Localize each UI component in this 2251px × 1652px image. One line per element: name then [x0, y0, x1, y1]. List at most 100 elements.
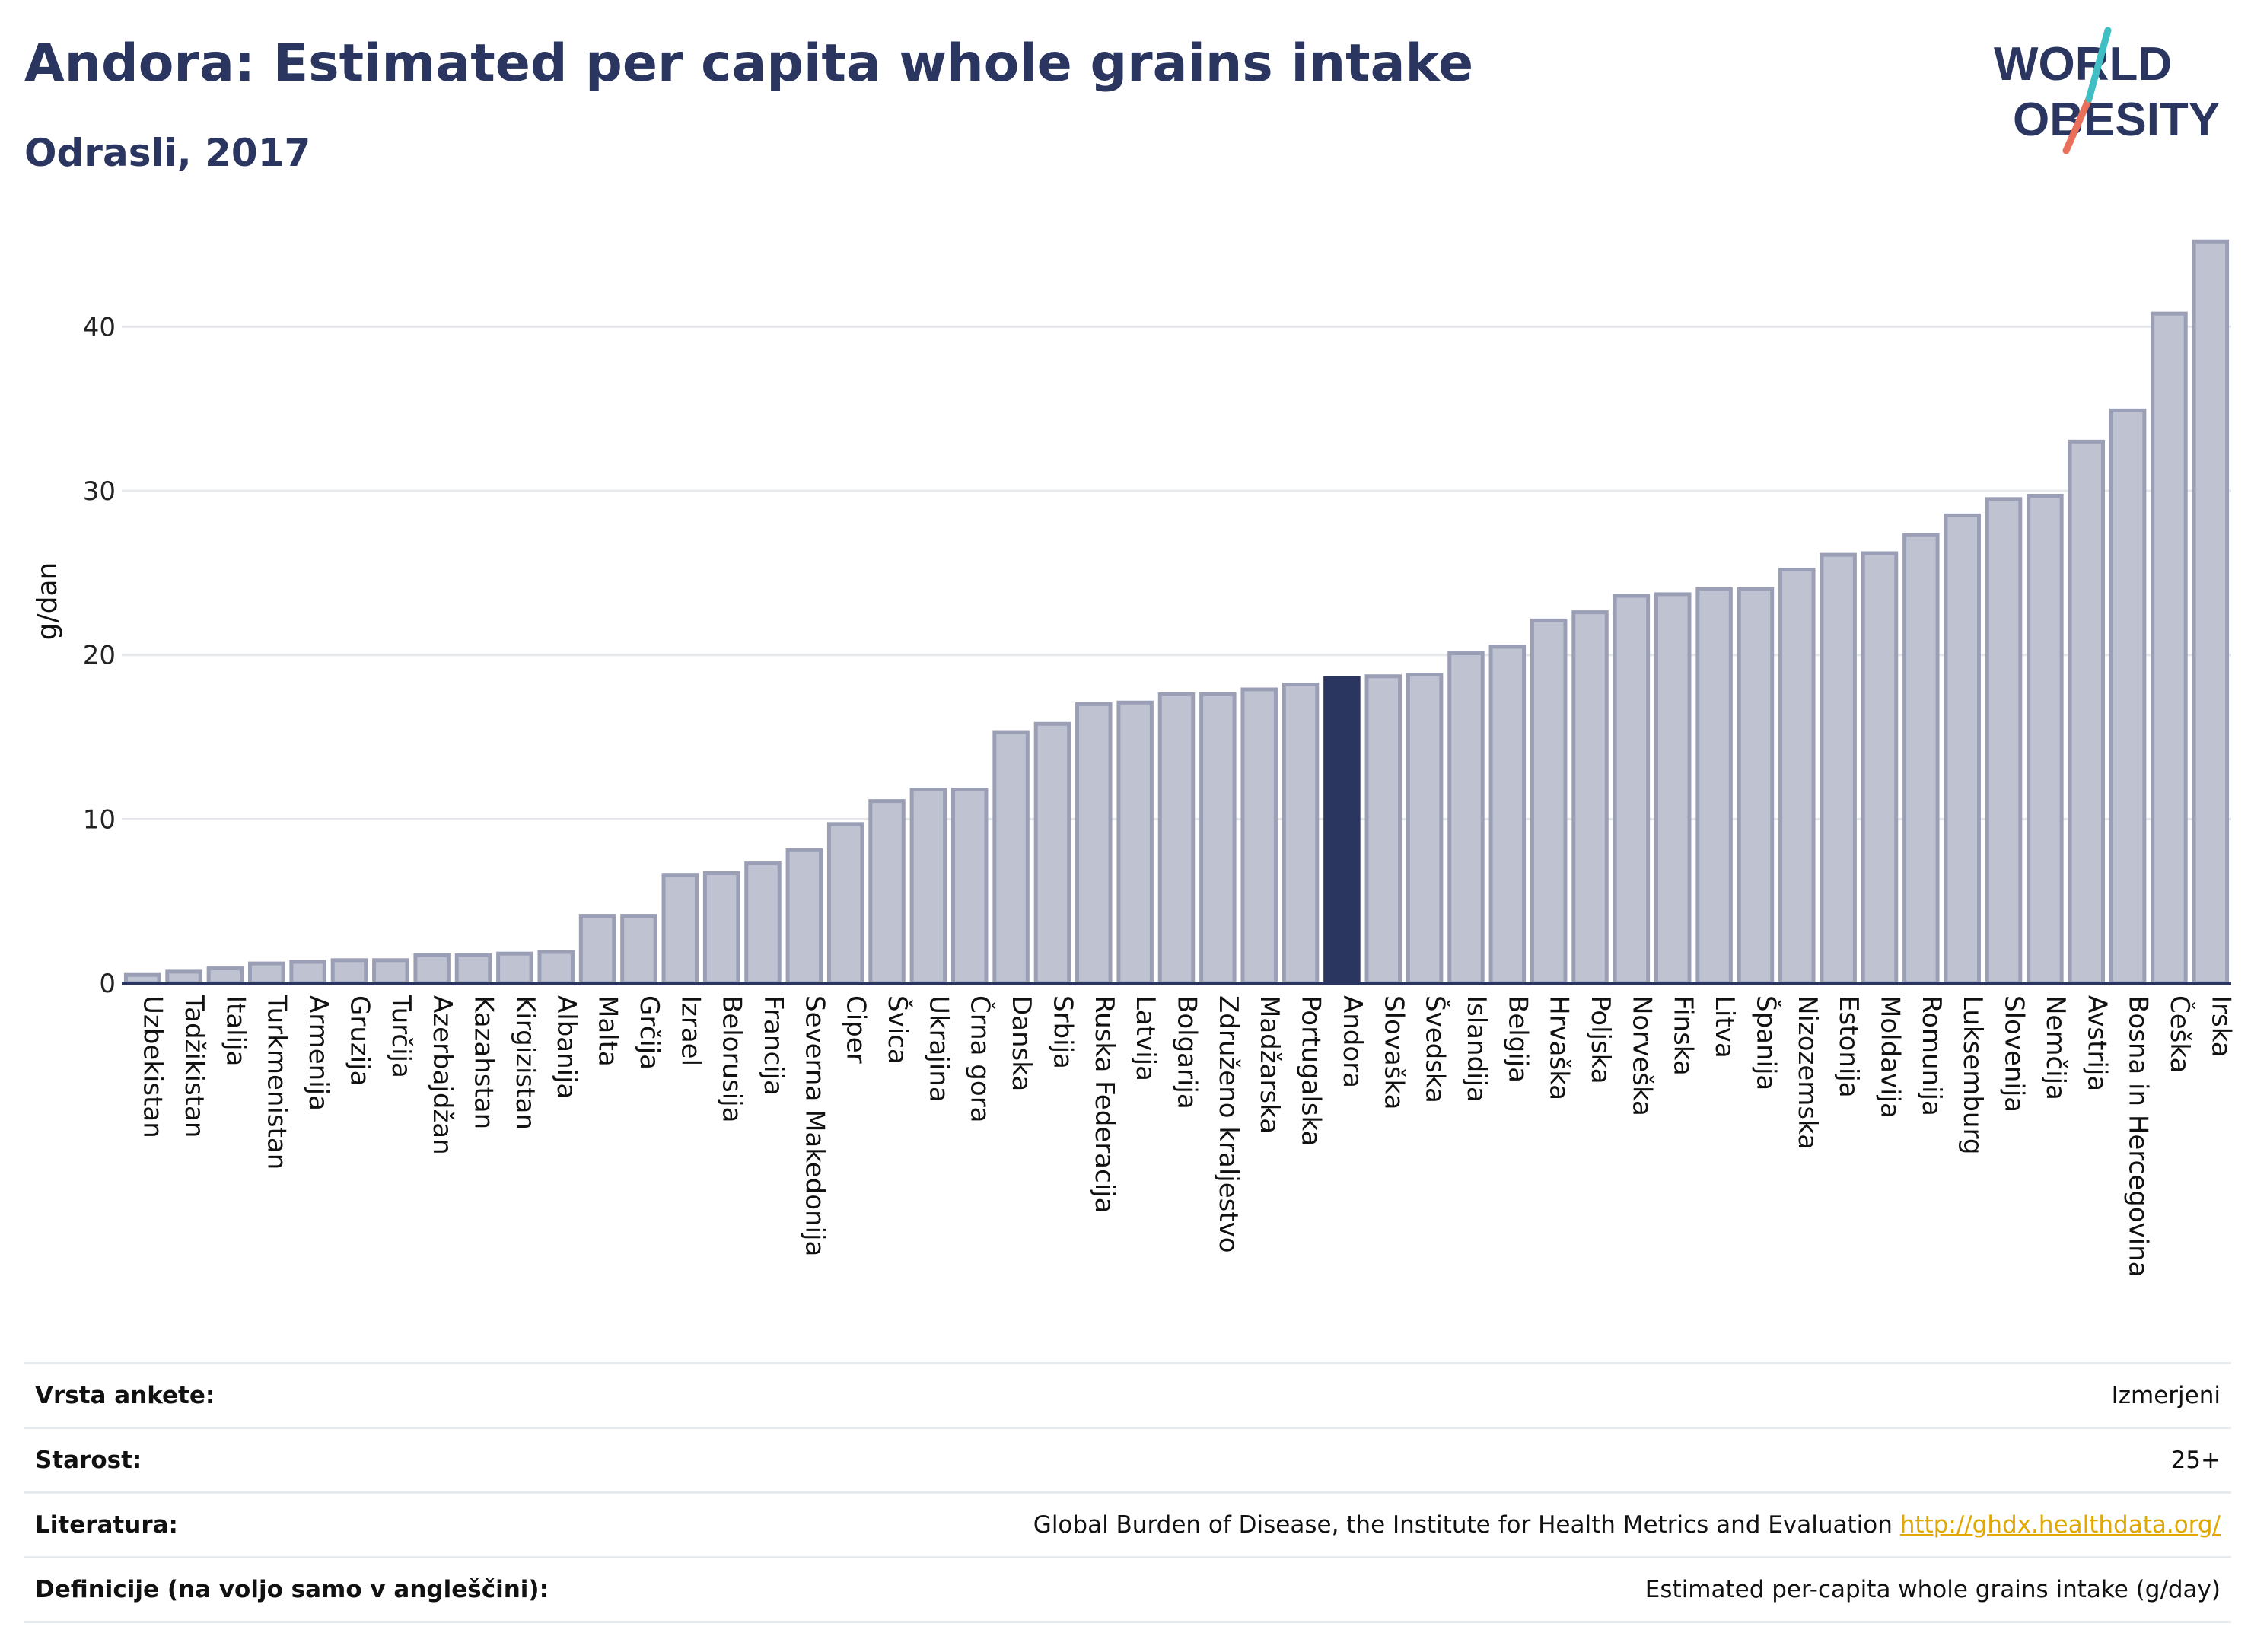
meta-label: Starost:	[35, 1447, 142, 1474]
bar	[454, 953, 492, 985]
y-tick-label: 30	[83, 476, 116, 507]
metadata-table: Vrsta ankete: Izmerjeni Starost: 25+ Lit…	[24, 1362, 2231, 1623]
bar-highlighted	[1323, 676, 1361, 985]
meta-value: Global Burden of Disease, the Institute …	[1033, 1511, 2231, 1539]
x-tick-label: Slovaška	[1378, 995, 1409, 1109]
bar	[950, 788, 989, 985]
bar	[2068, 439, 2106, 985]
bar	[1116, 700, 1154, 985]
x-tick-label: Bosna in Hercegovina	[2123, 995, 2154, 1278]
bar	[247, 961, 285, 985]
bars	[123, 239, 2230, 985]
x-tick-label: Tadžikistan	[179, 995, 209, 1138]
x-tick-label: Latvija	[1130, 995, 1161, 1081]
bar	[868, 799, 906, 985]
bar	[413, 953, 451, 985]
y-tick-label: 0	[99, 969, 116, 999]
bar	[1778, 568, 1816, 985]
x-tick-label: Ruska Federacija	[1089, 995, 1119, 1213]
x-tick-label: Belgija	[1502, 995, 1533, 1083]
bar	[702, 871, 740, 985]
x-tick-label: Irska	[2205, 995, 2236, 1058]
bar	[578, 914, 616, 985]
x-tick-label: Turkmenistan	[262, 995, 292, 1170]
x-tick-label: Izrael	[675, 995, 705, 1066]
bar	[1157, 692, 1196, 985]
x-tick-label: Španija	[1750, 995, 1781, 1090]
bar	[1447, 651, 1485, 985]
x-tick-label: Finska	[1668, 995, 1699, 1076]
x-tick-label: Hrvaška	[1544, 995, 1574, 1100]
x-tick-label: Nizozemska	[1792, 995, 1823, 1150]
x-tick-label: Uzbekistan	[138, 995, 168, 1138]
bar	[372, 958, 409, 985]
x-tick-label: Italija	[220, 995, 250, 1066]
bar	[1737, 587, 1775, 985]
bar	[1613, 594, 1651, 985]
x-tick-label: Švica	[882, 995, 913, 1065]
bar	[785, 848, 823, 985]
meta-label: Vrsta ankete:	[35, 1382, 215, 1409]
bar	[826, 822, 864, 985]
bar	[2151, 311, 2188, 985]
bar	[1654, 592, 1692, 985]
x-tick-label: Norveška	[1626, 995, 1657, 1116]
x-tick-label: Slovenija	[1999, 995, 2030, 1112]
x-tick-label: Madžarska	[1254, 995, 1285, 1134]
literature-link[interactable]: http://ghdx.healthdata.org/	[1899, 1511, 2221, 1539]
x-tick-label: Črna gora	[965, 995, 996, 1123]
bar	[1488, 645, 1527, 985]
bar	[1985, 497, 2023, 985]
x-tick-label: Nemčija	[2040, 995, 2071, 1100]
bar	[909, 788, 947, 985]
x-tick-label: Poljska	[1585, 995, 1616, 1084]
bar	[496, 951, 533, 985]
x-tick-label: Andora	[1337, 995, 1367, 1088]
x-tick-label: Srbija	[1047, 995, 1078, 1069]
bar	[1282, 683, 1320, 985]
x-tick-label: Bolgarija	[1172, 995, 1202, 1109]
y-tick-labels: 0 10 20 30 40	[83, 312, 116, 999]
bar	[620, 914, 657, 985]
bar	[1861, 551, 1899, 985]
bar	[661, 873, 699, 985]
meta-label: Literatura:	[35, 1511, 178, 1539]
x-tick-label: Turčija	[386, 995, 416, 1078]
meta-row-survey-type: Vrsta ankete: Izmerjeni	[24, 1362, 2231, 1427]
x-tick-label: Luksemburg	[1957, 995, 1988, 1154]
meta-label: Definicije (na voljo samo v angleščini):	[35, 1576, 549, 1603]
x-tick-label: Švedska	[1420, 995, 1451, 1103]
bar	[1902, 533, 1940, 985]
bar	[1199, 692, 1237, 985]
x-tick-label: Litva	[1709, 995, 1740, 1058]
world-obesity-logo: WORLD OBESITY	[1994, 27, 2220, 154]
bar	[1075, 702, 1113, 985]
bar	[2027, 494, 2064, 985]
x-tick-label: Danska	[1006, 995, 1036, 1091]
x-tick-label: Ciper	[841, 995, 871, 1064]
meta-value: Estimated per-capita whole grains intake…	[1644, 1576, 2221, 1603]
bar	[1033, 721, 1071, 985]
meta-value: 25+	[2170, 1447, 2221, 1474]
x-tick-label: Islandija	[1461, 995, 1492, 1103]
x-tick-label: Malta	[593, 995, 623, 1067]
x-tick-label: Združeno kraljestvo	[1213, 995, 1243, 1253]
meta-row-definitions: Definicije (na voljo samo v angleščini):…	[24, 1556, 2231, 1623]
bar	[1695, 587, 1733, 985]
x-tick-label: Grčija	[634, 995, 664, 1070]
bar	[1820, 552, 1857, 985]
x-tick-label: Armenija	[303, 995, 333, 1111]
bar	[744, 861, 782, 985]
x-tick-label: Avstrija	[2081, 995, 2112, 1091]
x-tick-label: Kazahstan	[469, 995, 499, 1129]
bar	[1944, 513, 1981, 985]
bar	[992, 730, 1030, 985]
bar	[2192, 239, 2230, 985]
svg-text:WORLD: WORLD	[1994, 38, 2172, 91]
bar	[289, 960, 326, 985]
x-tick-label: Moldavija	[1875, 995, 1906, 1119]
bar	[1364, 674, 1402, 985]
bar	[206, 966, 244, 985]
y-tick-label: 40	[83, 312, 116, 342]
x-tick-labels: Uzbekistan Tadžikistan Italija Turkmenistan…	[138, 995, 2237, 1278]
